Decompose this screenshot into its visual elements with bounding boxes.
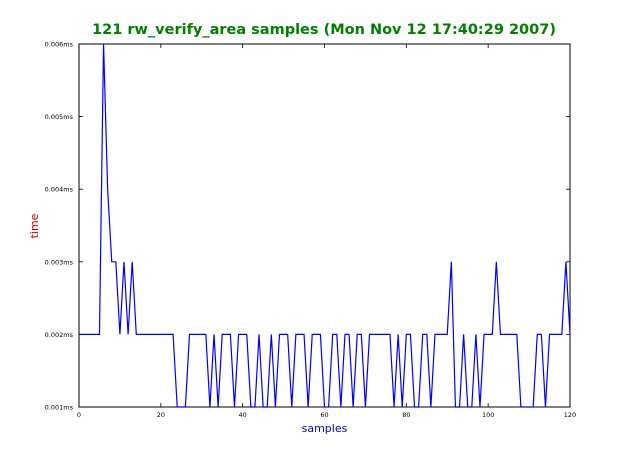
plot-frame <box>78 43 571 408</box>
x-tick-label: 60 <box>320 411 328 419</box>
x-tick-label: 80 <box>402 411 410 419</box>
plot-area <box>78 43 571 408</box>
x-axis: 0 20 40 60 80 100 120 <box>77 44 576 419</box>
y-axis-label: time <box>28 213 41 238</box>
series-layer <box>79 43 571 408</box>
x-tick-label: 120 <box>564 411 576 419</box>
y-axis: 0.001ms 0.002ms 0.003ms 0.004ms 0.005ms 0.006… <box>45 41 570 412</box>
y-tick-label: 0.006ms <box>45 41 74 49</box>
y-tick-label: 0.001ms <box>45 404 74 412</box>
x-tick-label: 40 <box>239 411 247 419</box>
x-tick-label: 20 <box>157 411 165 419</box>
y-tick-label: 0.004ms <box>45 186 74 194</box>
x-tick-label: 100 <box>482 411 494 419</box>
y-tick-label: 0.003ms <box>45 258 74 266</box>
chart-title: 121 rw_verify_area samples (Mon Nov 12 1… <box>92 22 556 38</box>
x-axis-label: samples <box>302 422 348 435</box>
x-tick-label: 0 <box>77 411 81 419</box>
y-tick-label: 0.005ms <box>45 113 74 121</box>
y-tick-label: 0.002ms <box>45 331 74 339</box>
series-line <box>79 43 571 408</box>
